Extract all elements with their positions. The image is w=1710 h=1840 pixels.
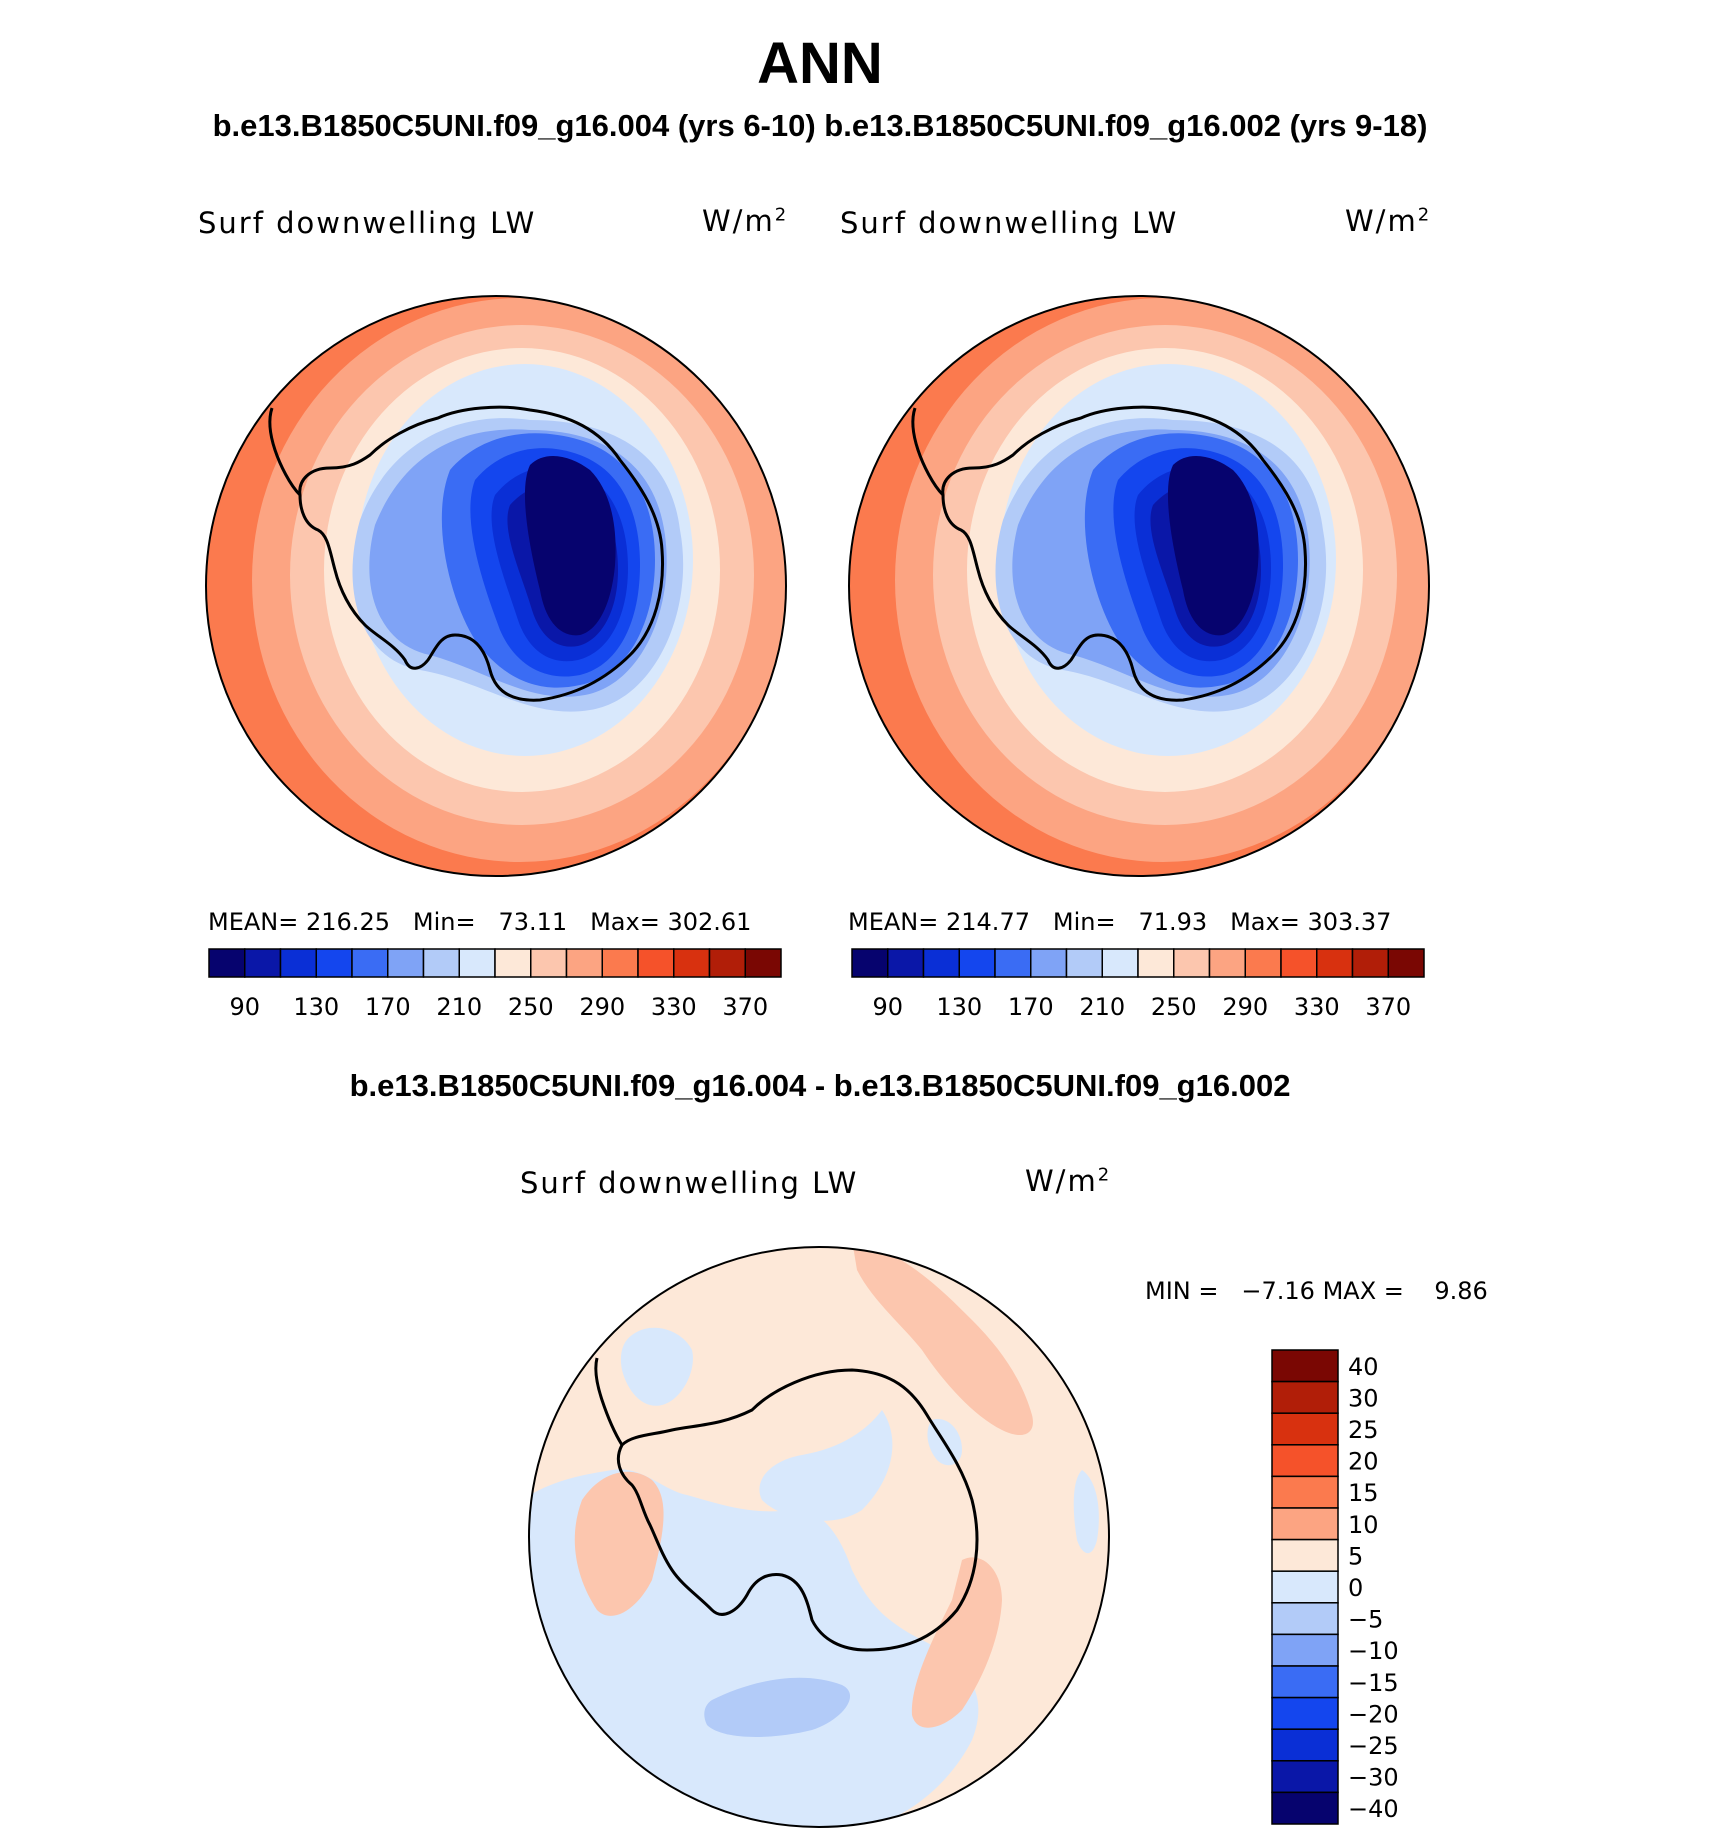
panel2-colorbar-swatch (887, 948, 925, 978)
difference-polar-map (528, 1246, 1110, 1828)
diff-colorbar-swatch (1271, 1602, 1339, 1636)
panel2-colorbar-swatch (1030, 948, 1068, 978)
panel1-colorbar-tick-label: 90 (229, 993, 260, 1020)
antarctic-peninsula (268, 407, 302, 497)
diff-colorbar-swatch (1271, 1349, 1339, 1383)
diff-colorbar-swatch (1271, 1444, 1339, 1478)
diff-colorbar-tick-label: −25 (1348, 1732, 1399, 1760)
diff-colorbar-swatch (1271, 1380, 1339, 1414)
diff-colorbar-tick-label: −5 (1348, 1606, 1383, 1634)
panel2-colorbar-swatch (1244, 948, 1282, 978)
diff-units-label: W/m2 (1025, 1164, 1112, 1198)
antarctica-coastline (298, 405, 664, 702)
panel1-colorbar-swatch (279, 948, 317, 978)
panel2-colorbar-swatch (922, 948, 960, 978)
diff-colorbar-swatch (1271, 1570, 1339, 1604)
panel1-colorbar: 90 130 170 210 250 290 330 370 (208, 948, 782, 1020)
panel2-colorbar-tick-label: 370 (1365, 993, 1411, 1020)
panel1-colorbar-swatch (565, 948, 603, 978)
diff-colorbar-swatch (1271, 1696, 1339, 1730)
panel1-colorbar-swatch (494, 948, 532, 978)
plot-title: ANN (757, 31, 883, 96)
panel1-colorbar-swatch (422, 948, 460, 978)
panel2-colorbar-tick-label: 290 (1222, 993, 1268, 1020)
panel2-colorbar-tick-label: 210 (1079, 993, 1125, 1020)
diff-colorbar-swatch (1271, 1538, 1339, 1572)
panel1-colorbar-swatch (351, 948, 389, 978)
panel1-colorbar-tick-label: 210 (436, 993, 482, 1020)
panel2-colorbar: 90 130 170 210 250 290 330 370 (851, 948, 1425, 1020)
panel2-colorbar-swatch (1280, 948, 1318, 978)
panel1-colorbar-swatch (244, 948, 282, 978)
diff-colorbar-swatch (1271, 1475, 1339, 1509)
panel1-colorbar-swatch (673, 948, 711, 978)
panel2-colorbar-tick-label: 250 (1151, 993, 1197, 1020)
panel2-colorbar-swatch (1065, 948, 1103, 978)
panel1-colorbar-tick-label: 330 (651, 993, 697, 1020)
panel2-colorbar-tick-label: 90 (872, 993, 903, 1020)
panel1-polar-map (205, 295, 787, 877)
panel1-colorbar-swatch (744, 948, 782, 978)
diff-colorbar-tick-label: 10 (1348, 1511, 1379, 1539)
diff-colorbar-swatch (1271, 1633, 1339, 1667)
panel2-units-label: W/m2 (1345, 204, 1432, 238)
panel1-colorbar-swatch (601, 948, 639, 978)
panel1-variable-label: Surf downwelling LW (198, 206, 537, 240)
difference-colorbar: 40 30 25 20 15 10 5 0 −5 −10 −15 −20 −25 −30 −40 (1271, 1349, 1399, 1825)
diff-colorbar-swatch (1271, 1728, 1339, 1762)
panel1-stats: MEAN= 216.25 Min= 73.11 Max= 302.61 (208, 908, 752, 936)
diff-colorbar-tick-label: −10 (1348, 1637, 1399, 1665)
panel1-colorbar-tick-label: 170 (365, 993, 411, 1020)
panel1-colorbar-swatch (315, 948, 353, 978)
panel1-colorbar-tick-label: 370 (722, 993, 768, 1020)
diff-colorbar-tick-label: 15 (1348, 1479, 1379, 1507)
diff-colorbar-tick-label: −40 (1348, 1795, 1399, 1823)
diff-colorbar-tick-label: 25 (1348, 1416, 1379, 1444)
plot-subtitle: b.e13.B1850C5UNI.f09_g16.004 (yrs 6-10) … (212, 108, 1428, 143)
panel1-colorbar-swatch (637, 948, 675, 978)
panel2-colorbar-tick-label: 330 (1294, 993, 1340, 1020)
panel2-colorbar-swatch (851, 948, 889, 978)
panel2-polar-map (848, 295, 1430, 877)
panel2-colorbar-swatch (1101, 948, 1139, 978)
panel1-colorbar-tick-label: 250 (508, 993, 554, 1020)
diff-colorbar-tick-label: 30 (1348, 1384, 1379, 1412)
diff-colorbar-tick-label: −20 (1348, 1700, 1399, 1728)
diff-colorbar-swatch (1271, 1791, 1339, 1825)
panel1-colorbar-tick-label: 130 (293, 993, 339, 1020)
panel2-stats: MEAN= 214.77 Min= 71.93 Max= 303.37 (848, 908, 1392, 936)
panel2-colorbar-swatch (958, 948, 996, 978)
panel2-colorbar-swatch (1173, 948, 1211, 978)
diff-colorbar-tick-label: 20 (1348, 1448, 1379, 1476)
panel2-colorbar-swatch (994, 948, 1032, 978)
diff-colorbar-swatch (1271, 1665, 1339, 1699)
panel2-variable-label: Surf downwelling LW (840, 206, 1179, 240)
panel2-colorbar-swatch (1351, 948, 1389, 978)
diff-min-max: MIN = −7.16 MAX = 9.86 (1145, 1277, 1488, 1305)
panel1-colorbar-swatch (708, 948, 746, 978)
diff-colorbar-tick-label: 0 (1348, 1574, 1363, 1602)
diff-colorbar-tick-label: −30 (1348, 1764, 1399, 1792)
panel2-colorbar-swatch (1316, 948, 1354, 978)
diff-variable-label: Surf downwelling LW (520, 1166, 859, 1200)
panel1-units-label: W/m2 (702, 204, 789, 238)
panel2-colorbar-swatch (1387, 948, 1425, 978)
panel1-colorbar-tick-label: 290 (579, 993, 625, 1020)
panel1-colorbar-swatch (208, 948, 246, 978)
difference-title: b.e13.B1850C5UNI.f09_g16.004 - b.e13.B18… (349, 1068, 1291, 1103)
panel1-colorbar-swatch (530, 948, 568, 978)
panel1-colorbar-swatch (387, 948, 425, 978)
diff-colorbar-swatch (1271, 1760, 1339, 1794)
panel2-colorbar-tick-label: 170 (1008, 993, 1054, 1020)
panel2-colorbar-swatch (1137, 948, 1175, 978)
diff-colorbar-swatch (1271, 1412, 1339, 1446)
panel2-colorbar-tick-label: 130 (936, 993, 982, 1020)
diff-colorbar-tick-label: 5 (1348, 1542, 1363, 1570)
diff-colorbar-swatch (1271, 1507, 1339, 1541)
diff-colorbar-tick-label: 40 (1348, 1353, 1379, 1381)
panel1-colorbar-swatch (458, 948, 496, 978)
diff-colorbar-tick-label: −15 (1348, 1669, 1399, 1697)
panel2-colorbar-swatch (1208, 948, 1246, 978)
